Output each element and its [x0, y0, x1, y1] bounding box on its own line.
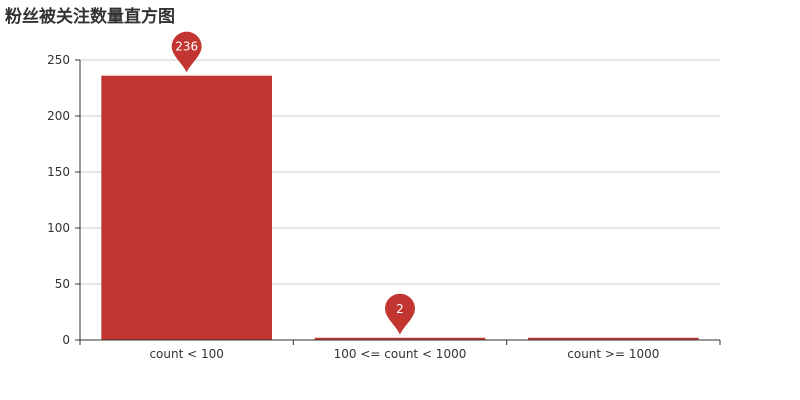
mark-point-label: 236: [175, 40, 198, 54]
bar: [101, 75, 272, 341]
grid-lines: [80, 59, 720, 285]
y-tick-label: 50: [55, 277, 70, 291]
x-tick-label: 100 <= count < 1000: [334, 347, 467, 361]
y-tick-label: 250: [47, 53, 70, 67]
bar: [314, 337, 486, 340]
y-tick-label: 100: [47, 221, 70, 235]
bar: [528, 337, 699, 340]
axes: 0 50 100 150 200 250 count < 100 100 <= count <…: [47, 53, 721, 361]
y-tick-label: 0: [62, 333, 70, 347]
y-tick-label: 150: [47, 165, 70, 179]
x-tick-label: count >= 1000: [567, 347, 659, 361]
chart-title: 粉丝被关注数量直方图: [5, 7, 175, 27]
x-tick-label: count < 100: [149, 347, 223, 361]
bars: [101, 75, 699, 341]
mark-point-pin: [171, 31, 202, 73]
mark-points: 236 2: [171, 31, 415, 335]
mark-point-pin: [385, 293, 415, 335]
mark-point-label: 2: [396, 302, 404, 316]
y-tick-label: 200: [47, 109, 70, 123]
